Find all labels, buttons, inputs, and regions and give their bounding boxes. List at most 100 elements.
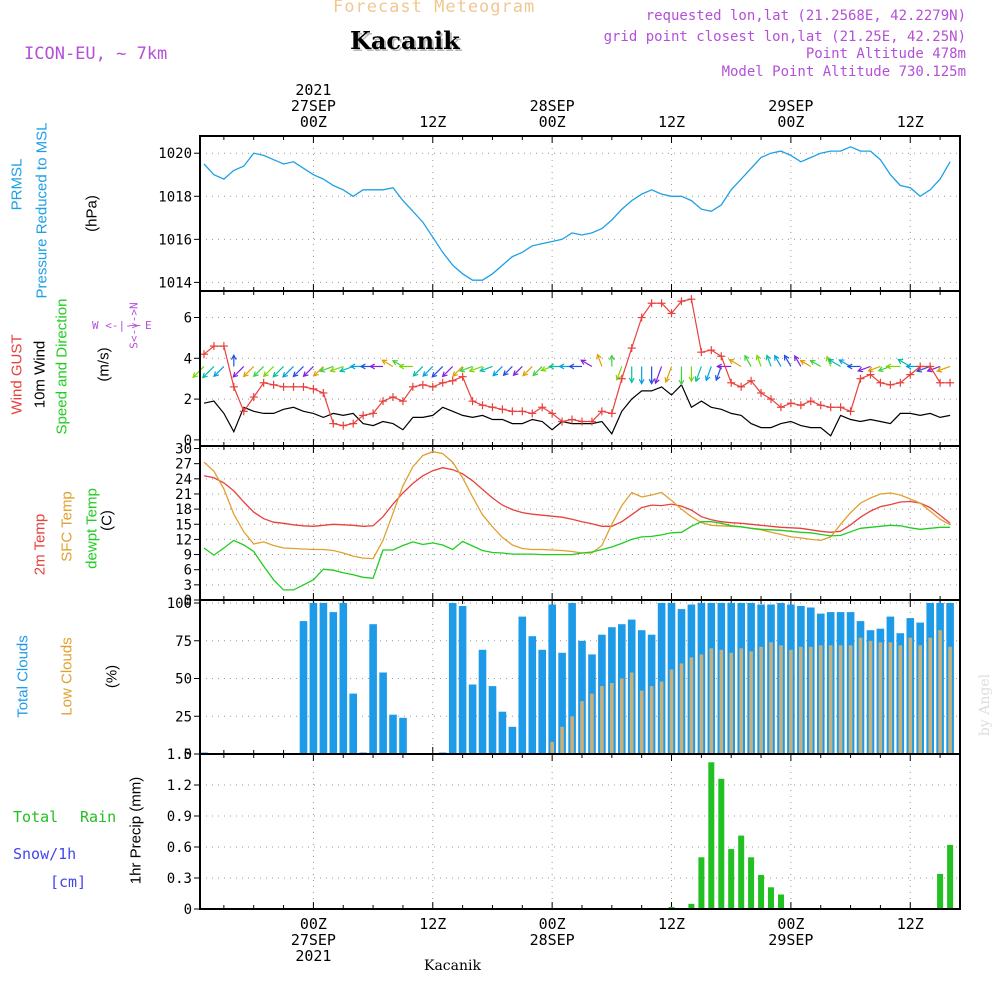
- precip-ytick-label: 1.2: [167, 778, 192, 794]
- top-time-label: 28SEP 00Z: [512, 98, 592, 130]
- low-cloud-bar: [610, 683, 614, 754]
- wind-arrow-head: [867, 366, 874, 373]
- low-cloud-bar: [749, 651, 753, 754]
- wind-direction-arrow: [282, 366, 294, 378]
- precip-ytick-label: 0: [184, 902, 192, 918]
- gust-marker: [508, 407, 517, 416]
- top-time-label: 29SEP 00Z: [751, 98, 831, 130]
- precip-ytick-label: 0.3: [167, 871, 192, 887]
- low-cloud-bar: [620, 678, 624, 754]
- wind-arrow-shaft: [412, 366, 424, 377]
- temperature-ytick-label: 18: [175, 502, 192, 518]
- gust-marker: [577, 417, 586, 426]
- wind-direction-arrow: [502, 366, 513, 377]
- gust-marker: [587, 417, 596, 426]
- wind-arrow-shaft: [422, 366, 434, 377]
- wind-ytick-label: 0: [184, 433, 192, 449]
- wind-direction-arrow: [568, 363, 582, 370]
- gust-marker: [448, 376, 457, 385]
- top-time-label: 12Z: [870, 114, 950, 130]
- wind-arrow-shaft: [522, 366, 533, 377]
- bottom-time-label-line: 2021: [295, 947, 332, 965]
- gust-marker: [349, 419, 358, 428]
- gust-marker: [846, 407, 855, 416]
- bottom-time-label: 00Z 27SEP 2021: [273, 916, 353, 964]
- wind-arrow-head: [664, 377, 670, 384]
- gust-marker: [886, 380, 895, 389]
- wind-direction-arrow: [302, 366, 314, 378]
- wind-direction-arrow: [857, 365, 871, 373]
- requested-coords: requested lon,lat (21.2568E, 42.2279N): [645, 8, 966, 24]
- gust-marker: [289, 382, 298, 391]
- grid-coords: grid point closest lon,lat (21.25E, 42.2…: [603, 29, 966, 45]
- wind-arrow-shaft: [580, 359, 593, 367]
- low-cloud-bar: [799, 646, 803, 754]
- wind-arrow-head: [694, 376, 701, 383]
- cloud-unit: (%): [103, 664, 121, 689]
- wind-direction-arrow: [678, 366, 685, 386]
- wind-arrow-head: [846, 363, 853, 370]
- wind-direction-arrow: [765, 354, 772, 367]
- gust-marker: [786, 399, 795, 408]
- wind-direction-arrow: [412, 366, 424, 377]
- wind-arrow-head: [877, 366, 884, 373]
- wind-direction-arrow: [512, 366, 523, 377]
- wind-arrow-head: [704, 375, 711, 382]
- wind-arrow-head: [201, 372, 208, 379]
- precip-panel: 0 0.3 0.6 0.9 1.2 1.5: [167, 747, 960, 918]
- snow-unit: [cm]: [50, 873, 87, 891]
- gust-marker: [478, 401, 487, 410]
- gust-marker: [697, 348, 706, 357]
- wind-direction-arrow: [192, 366, 205, 379]
- gust-marker: [776, 403, 785, 412]
- precip-ytick-label: 0.9: [167, 809, 192, 825]
- temperature-ytick-label: 12: [175, 532, 192, 548]
- wind-arrow-head: [744, 354, 750, 361]
- bottom-time-label-line: 00Z: [299, 915, 327, 933]
- wind-arrow-head: [232, 371, 239, 378]
- low-cloud-bar: [828, 645, 833, 754]
- wind-arrow-shaft: [766, 355, 772, 367]
- clouds-ytick-label: 0: [184, 747, 192, 763]
- gust-marker: [538, 403, 547, 412]
- gust-marker: [866, 370, 875, 379]
- snow-label: Snow/1h: [13, 845, 77, 863]
- gust-marker: [359, 411, 368, 420]
- pressure-label-long: Pressure Reduced to MSL: [33, 122, 51, 299]
- gust-marker: [329, 419, 338, 428]
- gust-marker: [428, 382, 437, 391]
- wind-arrow-shaft: [442, 366, 454, 377]
- wind-arrow-shaft: [232, 366, 245, 378]
- gust-marker: [418, 380, 427, 389]
- wind-direction-arrow: [755, 354, 762, 367]
- low-cloud-bar: [739, 648, 743, 754]
- wind-arrow-head: [532, 370, 539, 377]
- wind-arrow-head: [313, 370, 319, 377]
- gust-marker: [309, 384, 318, 393]
- wind-direction-arrow: [728, 359, 742, 367]
- wind-arrow-head: [391, 360, 398, 366]
- total-cloud-bar: [498, 711, 507, 754]
- rain-bar: [738, 835, 745, 909]
- wind-direction-arrow: [262, 366, 275, 378]
- gust-marker: [369, 409, 378, 418]
- wind-arrow-head: [381, 359, 388, 365]
- wind-arrow-head: [765, 354, 772, 361]
- dewpt-line: [203, 521, 951, 591]
- temperature-ytick-label: 27: [175, 457, 192, 473]
- wind-arrow-head: [897, 358, 904, 365]
- wind-arrow-shaft: [756, 355, 762, 367]
- wind-direction-arrow: [468, 365, 483, 373]
- gust-marker: [737, 382, 746, 391]
- wind-arrow-head: [422, 371, 429, 377]
- wind-direction-arrow: [615, 366, 623, 381]
- wind-direction-arrow: [794, 354, 802, 367]
- total-cloud-bar: [319, 603, 328, 754]
- wind-direction-arrow: [846, 363, 861, 370]
- wind-arrow-head: [431, 371, 438, 378]
- wind-arrow-head: [398, 363, 405, 370]
- wind-arrow-shaft: [492, 366, 503, 377]
- low-cloud-bar: [659, 681, 664, 754]
- wind-arrow-shaft: [937, 365, 951, 372]
- wind-arrow-shaft: [381, 359, 394, 367]
